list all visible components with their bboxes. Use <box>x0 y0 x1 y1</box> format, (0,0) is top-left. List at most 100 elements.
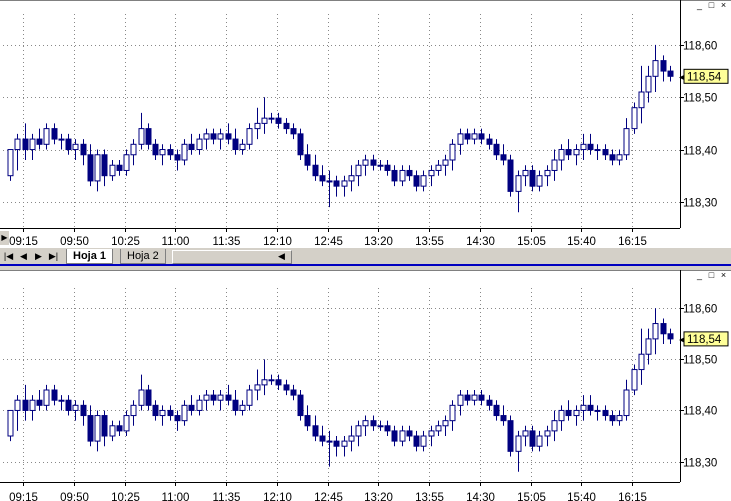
candle-down <box>290 128 297 135</box>
candle-up <box>268 117 275 120</box>
candle-up <box>261 117 268 124</box>
candle-up <box>138 389 145 406</box>
candle-down <box>587 143 594 151</box>
candle-down <box>36 138 43 145</box>
candle-down <box>275 117 282 124</box>
candle-down <box>406 169 413 177</box>
close-button-bottom[interactable]: × <box>718 271 729 281</box>
prev-sheet-button[interactable]: ◀ <box>20 251 27 261</box>
candle-up <box>355 164 362 177</box>
chart-pane-top[interactable]: 118,60 118,50 118,40 118,30 09:15 09:50 10:25 1… <box>0 0 731 247</box>
y-tick-label: 118,40 <box>683 406 717 418</box>
candle-up <box>181 404 188 422</box>
candle-down <box>225 394 232 401</box>
y-tick-label: 118,50 <box>683 93 717 105</box>
candle-down <box>667 70 674 77</box>
candle-up <box>594 409 601 412</box>
candle-up <box>471 133 478 140</box>
candle-up <box>616 415 623 422</box>
last-price-box <box>683 331 729 347</box>
candle-up <box>471 394 478 401</box>
x-tick-label: 11:35 <box>213 492 241 501</box>
horizontal-scrollbar[interactable] <box>172 250 292 264</box>
x-tick-label: 15:05 <box>517 236 546 247</box>
candle-down <box>565 409 572 417</box>
candle-up <box>14 138 21 151</box>
candle-down <box>116 164 123 171</box>
x-tick-label: 12:45 <box>314 236 343 247</box>
candle-up <box>109 425 116 437</box>
candle-up <box>123 154 130 171</box>
next-sheet-button[interactable]: ▶ <box>35 251 42 261</box>
candle-down <box>384 164 391 171</box>
candle-up <box>377 164 384 167</box>
candle-up <box>326 440 333 443</box>
candle-down <box>333 440 340 447</box>
candle-up <box>181 143 188 161</box>
candle-down <box>36 399 43 406</box>
candle-up <box>536 435 543 447</box>
pane-splitter[interactable] <box>0 264 731 270</box>
candle-up <box>377 425 384 428</box>
pane-window-controls-bottom: _ □ × <box>694 271 729 281</box>
x-tick-label: 12:10 <box>263 236 292 247</box>
tab-hoja-1[interactable]: Hoja 1 <box>66 249 114 264</box>
x-tick-label: 12:45 <box>314 492 343 501</box>
candle-up <box>239 404 246 411</box>
candle-up <box>399 430 406 442</box>
close-button[interactable]: × <box>718 1 729 11</box>
candle-down <box>500 154 507 161</box>
x-tick-label: 09:50 <box>60 236 89 247</box>
candle-up <box>457 394 464 406</box>
candle-down <box>232 399 239 411</box>
first-sheet-button[interactable]: |◀ <box>3 251 14 261</box>
x-tick-label: 14:30 <box>466 236 495 247</box>
pane-window-controls: _ □ × <box>694 1 729 11</box>
candle-down <box>413 175 420 187</box>
candlestick-chart-top[interactable]: 118,60 118,50 118,40 118,30 09:15 09:50 10:25 1… <box>0 0 731 247</box>
last-sheet-button[interactable]: ▶| <box>48 251 59 261</box>
candle-up <box>631 107 638 130</box>
candle-down <box>304 154 311 166</box>
candle-down <box>660 60 667 72</box>
candle-down <box>232 138 239 151</box>
candle-up <box>130 143 137 156</box>
candle-up <box>362 420 369 427</box>
candle-up <box>623 389 630 417</box>
candle-down <box>304 415 311 427</box>
chart-pane-bottom[interactable]: 118,60 118,50 118,40 118,30 09:15 09:50 10:25 1… <box>0 270 731 501</box>
minimize-button[interactable]: _ <box>694 1 705 11</box>
candle-up <box>94 154 101 182</box>
maximize-button-bottom[interactable]: □ <box>706 271 717 281</box>
candle-down <box>101 154 108 177</box>
tab-hoja-2[interactable]: Hoja 2 <box>120 249 166 264</box>
candle-up <box>645 75 652 93</box>
candle-up <box>449 143 456 161</box>
last-price-marker-icon: ◂ <box>679 334 685 346</box>
maximize-button[interactable]: □ <box>706 1 717 11</box>
scroll-left-arrow-icon[interactable]: ▶ <box>0 231 9 245</box>
candle-up <box>159 149 166 156</box>
candle-up <box>442 159 449 166</box>
candlestick-chart-bottom[interactable]: 118,60 118,50 118,40 118,30 09:15 09:50 10:25 1… <box>0 270 731 501</box>
x-tick-label: 09:15 <box>9 236 38 247</box>
y-tick-label: 118,40 <box>683 146 717 158</box>
x-tick-label: 16:15 <box>618 492 647 501</box>
x-tick-label: 11:00 <box>162 236 190 247</box>
candle-up <box>72 143 79 151</box>
candle-down <box>486 138 493 145</box>
candle-down <box>609 154 616 161</box>
scroll-left-icon[interactable]: ◀ <box>278 251 285 261</box>
candle-up <box>130 404 137 417</box>
candle-down <box>210 133 217 140</box>
candle-up <box>254 122 261 130</box>
candle-up <box>268 379 275 382</box>
candle-up <box>341 180 348 187</box>
candle-down <box>275 379 282 386</box>
candle-up <box>72 404 79 411</box>
candle-up <box>196 399 203 411</box>
candle-up <box>362 159 369 166</box>
candle-up <box>217 394 224 401</box>
minimize-button-bottom[interactable]: _ <box>694 271 705 281</box>
candle-up <box>29 138 36 151</box>
